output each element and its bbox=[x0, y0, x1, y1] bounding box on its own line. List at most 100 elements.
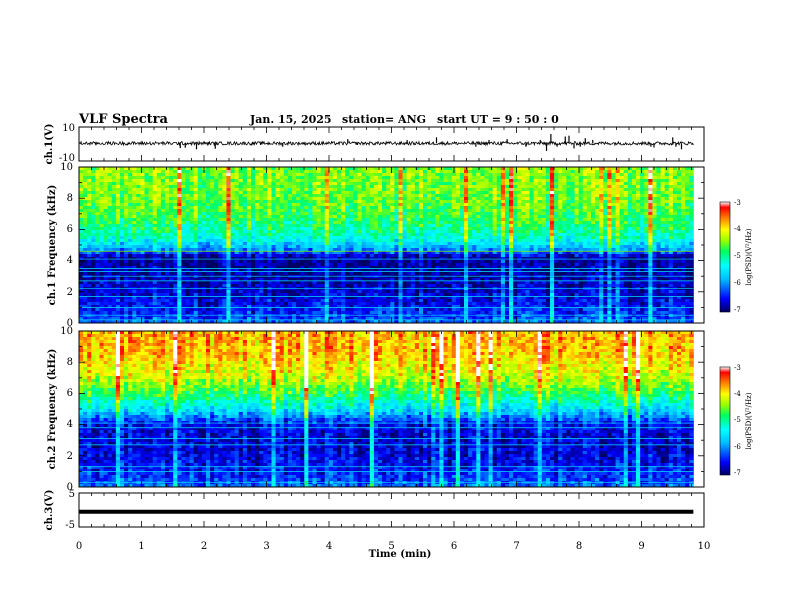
spectrogram-cell bbox=[242, 194, 248, 198]
spectrogram-cell bbox=[201, 209, 207, 213]
spectrogram-cell bbox=[398, 209, 403, 213]
spectrogram-cell bbox=[652, 209, 657, 213]
spectrogram-cell bbox=[320, 179, 326, 183]
spectrogram-cell bbox=[504, 179, 510, 183]
spectrogram-cell bbox=[636, 221, 641, 225]
spectrogram-cell bbox=[627, 239, 633, 243]
spectrogram-cell bbox=[369, 242, 375, 246]
spectrogram-cell bbox=[156, 188, 162, 192]
spectrogram-cell bbox=[599, 209, 604, 213]
spectrogram-cell bbox=[398, 242, 403, 246]
spectrogram-cell bbox=[111, 179, 117, 183]
spectrogram-cell bbox=[439, 206, 444, 210]
spectrogram-cell bbox=[509, 188, 514, 192]
spectrogram-cell bbox=[562, 227, 567, 231]
spectrogram-cell bbox=[300, 176, 305, 180]
spectrogram-cell bbox=[550, 260, 555, 264]
spectrogram-cell bbox=[611, 185, 616, 189]
spectrogram-cell bbox=[279, 251, 285, 255]
spectrogram-cell bbox=[291, 194, 297, 198]
spectrogram-cell bbox=[414, 188, 420, 192]
spectrogram-cell bbox=[582, 245, 588, 249]
spectrogram-cell bbox=[308, 200, 313, 204]
spectrogram-cell bbox=[656, 191, 662, 195]
spectrogram-cell bbox=[550, 218, 555, 222]
spectrogram-cell bbox=[652, 212, 657, 216]
spectrogram-cell bbox=[312, 191, 317, 195]
spectrogram-cell bbox=[492, 251, 498, 255]
spectrogram-cell bbox=[406, 191, 412, 195]
spectrogram-cell bbox=[193, 194, 199, 198]
spectrogram-cell bbox=[259, 263, 264, 267]
spectrogram-cell bbox=[652, 200, 657, 204]
spectrogram-cell bbox=[685, 233, 690, 237]
spectrogram-cell bbox=[87, 242, 92, 246]
spectrogram-cell bbox=[201, 233, 207, 237]
spectrogram-cell bbox=[558, 251, 563, 255]
spectrogram-cell bbox=[312, 200, 317, 204]
spectrogram-cell bbox=[636, 239, 641, 243]
spectrogram-cell bbox=[509, 230, 514, 234]
spectrogram-cell bbox=[283, 176, 289, 180]
spectrogram-cell bbox=[672, 218, 678, 222]
spectrogram-cell bbox=[402, 236, 408, 240]
spectrogram-cell bbox=[140, 209, 145, 213]
spectrogram-cell bbox=[189, 206, 195, 210]
spectrogram-cell bbox=[656, 170, 662, 174]
spectrogram-cell bbox=[353, 188, 358, 192]
spectrogram-cell bbox=[644, 224, 649, 228]
spectrogram-cell bbox=[640, 206, 645, 210]
spectrogram-cell bbox=[324, 206, 330, 210]
spectrogram-cell bbox=[324, 185, 330, 189]
spectrogram-cell bbox=[111, 236, 117, 240]
spectrogram-cell bbox=[582, 188, 588, 192]
spectrogram-cell bbox=[95, 221, 100, 225]
spectrogram-cell bbox=[238, 218, 244, 222]
spectrogram-cell bbox=[160, 188, 166, 192]
spectrogram-cell bbox=[119, 200, 125, 204]
spectrogram-cell bbox=[410, 206, 416, 210]
spectrogram-cell bbox=[509, 260, 514, 264]
spectrogram-cell bbox=[578, 176, 584, 180]
spectrogram-cell bbox=[238, 233, 244, 237]
spectrogram-cell bbox=[79, 233, 84, 237]
spectrogram-cell bbox=[410, 236, 416, 240]
spectrogram-cell bbox=[148, 191, 154, 195]
spectrogram-cell bbox=[603, 206, 608, 210]
spectrogram-cell bbox=[353, 221, 358, 225]
spectrogram-cell bbox=[619, 248, 625, 252]
spectrogram-cell bbox=[476, 173, 481, 177]
spectrogram-cell bbox=[599, 239, 604, 243]
spectrogram-cell bbox=[353, 185, 358, 189]
spectrogram-cell bbox=[435, 185, 440, 189]
spectrogram-cell bbox=[623, 212, 629, 216]
spectrogram-cell bbox=[230, 224, 236, 228]
spectrogram-cell bbox=[640, 215, 645, 219]
spectrogram-cell bbox=[115, 176, 121, 180]
spectrogram-cell bbox=[152, 224, 158, 228]
spectrogram-cell bbox=[181, 239, 186, 243]
spectrogram-cell bbox=[251, 179, 256, 183]
spectrogram-cell bbox=[193, 221, 199, 225]
spectrogram-cell bbox=[173, 197, 178, 201]
spectrogram-cell bbox=[242, 188, 248, 192]
spectrogram-cell bbox=[435, 260, 440, 264]
spectrogram-cell bbox=[124, 221, 129, 225]
spectrogram-cell bbox=[455, 230, 461, 234]
spectrogram-cell bbox=[455, 260, 461, 264]
spectrogram-cell bbox=[234, 203, 240, 207]
spectrogram-cell bbox=[672, 191, 678, 195]
spectrogram-cell bbox=[390, 212, 395, 216]
spectrogram-cell bbox=[378, 185, 383, 189]
spectrogram-cell bbox=[619, 176, 625, 180]
spectrogram-cell bbox=[513, 182, 518, 186]
spectrogram-cell bbox=[263, 227, 268, 231]
spectrogram-cell bbox=[320, 248, 326, 252]
spectrogram-cell bbox=[165, 203, 170, 207]
spectrogram-cell bbox=[496, 251, 502, 255]
spectrogram-cell bbox=[398, 188, 403, 192]
spectrogram-cell bbox=[246, 212, 252, 216]
spectrogram-cell bbox=[464, 206, 469, 210]
spectrogram-cell bbox=[468, 197, 473, 201]
spectrogram-cell bbox=[304, 170, 309, 174]
